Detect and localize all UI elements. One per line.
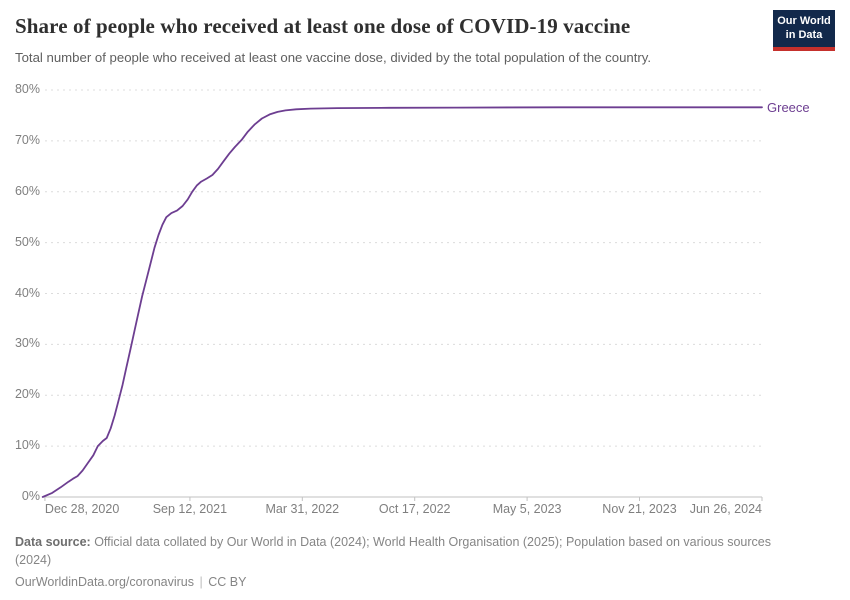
- y-tick-0%: 0%: [21, 489, 40, 503]
- chart-title: Share of people who received at least on…: [15, 14, 631, 38]
- license-label: CC BY: [208, 575, 247, 590]
- owid-logo-line2: in Data: [785, 28, 823, 41]
- series-line-greece[interactable]: [41, 106, 763, 498]
- owid-logo[interactable]: Our World in Data: [773, 10, 835, 51]
- chart-footer: Data source: Official data collated by O…: [15, 533, 795, 591]
- y-tick-80%: 80%: [14, 82, 40, 96]
- footer-separator: |: [199, 575, 203, 590]
- series-label-greece[interactable]: Greece: [767, 99, 810, 115]
- x-tick-Dec-28-2020: Dec 28, 2020: [44, 502, 120, 516]
- y-tick-70%: 70%: [14, 132, 40, 147]
- x-tick-Nov-21-2023: Nov 21, 2023: [602, 502, 677, 516]
- x-tick-Sep-12-2021: Sep 12, 2021: [152, 502, 228, 516]
- y-tick-60%: 60%: [14, 183, 40, 198]
- x-tick-May-5-2023: May 5, 2023: [492, 502, 562, 516]
- x-tick-Oct-17-2022: Oct 17, 2022: [378, 502, 451, 516]
- data-source-line: Data source: Official data collated by O…: [15, 533, 795, 569]
- owid-logo-line1: Our World: [777, 15, 831, 27]
- x-tick-Mar-31-2022: Mar 31, 2022: [265, 502, 340, 516]
- owid-coronavirus-link[interactable]: OurWorldinData.org/coronavirus: [15, 575, 195, 590]
- y-tick-20%: 20%: [14, 387, 40, 402]
- y-tick-30%: 30%: [14, 336, 40, 351]
- chart-subtitle: Total number of people who received at l…: [15, 50, 652, 65]
- footer-link-line: OurWorldinData.org/coronavirus | CC BY: [15, 573, 795, 591]
- y-tick-50%: 50%: [14, 234, 40, 249]
- x-tick-Jun-26-2024: Jun 26, 2024: [689, 502, 762, 516]
- y-tick-40%: 40%: [14, 285, 40, 300]
- y-tick-10%: 10%: [14, 438, 40, 453]
- data-source-label: Data source:: [15, 535, 91, 549]
- data-source-text: Official data collated by Our World in D…: [15, 535, 771, 568]
